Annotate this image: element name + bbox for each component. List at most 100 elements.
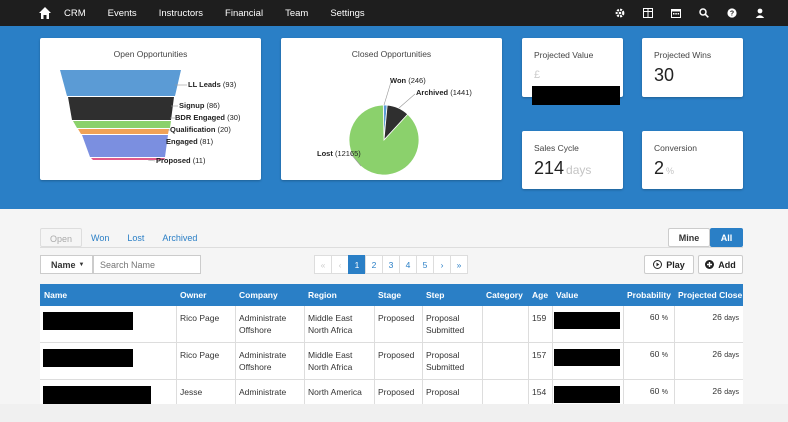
column-divider xyxy=(176,380,177,417)
column-divider xyxy=(674,343,675,380)
column-divider xyxy=(304,380,305,417)
region-cell: Middle East North Africa xyxy=(308,350,353,372)
funnel-label-qualification: Qualification (20) xyxy=(170,125,231,134)
funnel-segment-ll-leads xyxy=(60,70,181,96)
nav-settings[interactable]: Settings xyxy=(330,7,365,19)
column-divider xyxy=(235,380,236,417)
tab-open[interactable]: Open xyxy=(40,228,83,247)
col-name[interactable]: Name xyxy=(44,290,68,300)
col-value[interactable]: Value xyxy=(556,290,579,300)
tab-won[interactable]: Won xyxy=(91,233,110,243)
calendar-icon[interactable] xyxy=(662,0,690,26)
column-divider xyxy=(552,380,553,417)
owner-cell: Rico Page xyxy=(180,313,220,323)
name-filter-label: Name xyxy=(51,259,76,270)
all-toggle[interactable]: All xyxy=(710,228,743,247)
column-divider xyxy=(528,380,529,417)
open-opportunities-title: Open Opportunities xyxy=(113,49,188,59)
column-divider xyxy=(422,343,423,380)
funnel-label-bdr-engaged: BDR Engaged (30) xyxy=(175,113,241,122)
column-divider xyxy=(374,380,375,417)
top-nav: CRM Events Instructors Financial Team Se… xyxy=(0,0,788,26)
probability-cell: 60 % xyxy=(649,312,668,322)
column-divider xyxy=(304,343,305,380)
page-4[interactable]: 4 xyxy=(399,255,417,274)
stage-cell: Proposed xyxy=(378,387,415,397)
pie-chart xyxy=(348,81,420,176)
currency-symbol: £ xyxy=(534,69,541,81)
user-icon[interactable] xyxy=(746,0,774,26)
nav-instructors[interactable]: Instructors xyxy=(158,7,204,19)
search-icon[interactable] xyxy=(690,0,718,26)
page-3[interactable]: 3 xyxy=(382,255,400,274)
funnel-label-proposed: Proposed (11) xyxy=(156,156,206,165)
table-row[interactable]: Rico Page Administrate Offshore Middle East… xyxy=(40,306,743,343)
redacted-value xyxy=(554,349,620,366)
play-circle-icon xyxy=(653,260,663,269)
pie-slice-lost xyxy=(348,104,420,176)
projected-value-title: Projected Value xyxy=(534,50,594,60)
pie-leader-line xyxy=(350,153,362,167)
page-next[interactable]: › xyxy=(433,255,451,274)
projected-wins-title: Projected Wins xyxy=(654,50,712,60)
funnel-label-signup: Signup (86) xyxy=(179,101,220,110)
column-divider xyxy=(552,343,553,380)
col-projected-close[interactable]: Projected Close xyxy=(678,290,743,300)
page-1[interactable]: 1 xyxy=(348,255,366,274)
plus-circle-icon xyxy=(705,260,715,269)
pie-leader-line xyxy=(398,93,416,109)
company-cell: Administrate xyxy=(239,387,287,397)
column-divider xyxy=(528,306,529,343)
col-stage[interactable]: Stage xyxy=(378,290,402,300)
nav-team[interactable]: Team xyxy=(285,7,309,19)
open-opportunities-card: Open Opportunities LL Leads (93) Signup … xyxy=(40,38,261,180)
column-divider xyxy=(422,306,423,343)
mine-toggle[interactable]: Mine xyxy=(668,228,710,247)
page-2[interactable]: 2 xyxy=(365,255,383,274)
funnel-segment-bdr-engaged xyxy=(73,121,171,128)
conversion-title: Conversion xyxy=(654,143,697,153)
age-cell: 154 xyxy=(532,387,547,397)
redacted-value xyxy=(554,386,620,403)
column-divider xyxy=(482,343,483,380)
table-row[interactable]: Rico Page Administrate Offshore Middle East… xyxy=(40,343,743,380)
column-divider xyxy=(674,306,675,343)
page-first[interactable]: « xyxy=(314,255,332,274)
col-age[interactable]: Age xyxy=(532,290,549,300)
tab-archived[interactable]: Archived xyxy=(162,233,198,243)
projected-wins-value: 30 xyxy=(654,65,675,85)
redacted-name xyxy=(43,349,133,367)
col-step[interactable]: Step xyxy=(426,290,445,300)
nav-financial[interactable]: Financial xyxy=(225,7,264,19)
home-icon[interactable] xyxy=(38,6,52,20)
col-category[interactable]: Category xyxy=(486,290,523,300)
pie-label-lost: Lost (12165) xyxy=(317,149,361,158)
gear-icon[interactable] xyxy=(606,0,634,26)
add-button[interactable]: Add xyxy=(698,255,743,274)
search-name-input[interactable] xyxy=(93,255,201,274)
column-divider xyxy=(623,380,624,417)
stage-cell: Proposed xyxy=(378,313,415,323)
name-filter-dropdown[interactable]: Name ▼ xyxy=(40,255,93,274)
age-cell: 159 xyxy=(532,313,547,323)
region-cell: North America xyxy=(308,387,362,397)
page-last[interactable]: » xyxy=(450,255,468,274)
play-button[interactable]: Play xyxy=(644,255,694,274)
col-company[interactable]: Company xyxy=(239,290,278,300)
page-5[interactable]: 5 xyxy=(416,255,434,274)
tab-lost[interactable]: Lost xyxy=(127,233,145,243)
closed-opportunities-card: Closed Opportunities Won (246) Archived … xyxy=(281,38,502,180)
help-icon[interactable]: ? xyxy=(718,0,746,26)
nav-events[interactable]: Events xyxy=(107,7,137,19)
opportunities-section: Open Won Lost Archived Mine All Name ▼ «… xyxy=(0,209,788,417)
stage-cell: Proposed xyxy=(378,350,415,360)
col-probability[interactable]: Probability xyxy=(627,290,671,300)
pie-label-archived: Archived (1441) xyxy=(416,88,472,97)
col-region[interactable]: Region xyxy=(308,290,337,300)
page-prev[interactable]: ‹ xyxy=(331,255,349,274)
column-divider xyxy=(235,306,236,343)
nav-crm[interactable]: CRM xyxy=(64,7,86,19)
company-cell: Administrate Offshore xyxy=(239,313,287,335)
col-owner[interactable]: Owner xyxy=(180,290,207,300)
columns-icon[interactable] xyxy=(634,0,662,26)
